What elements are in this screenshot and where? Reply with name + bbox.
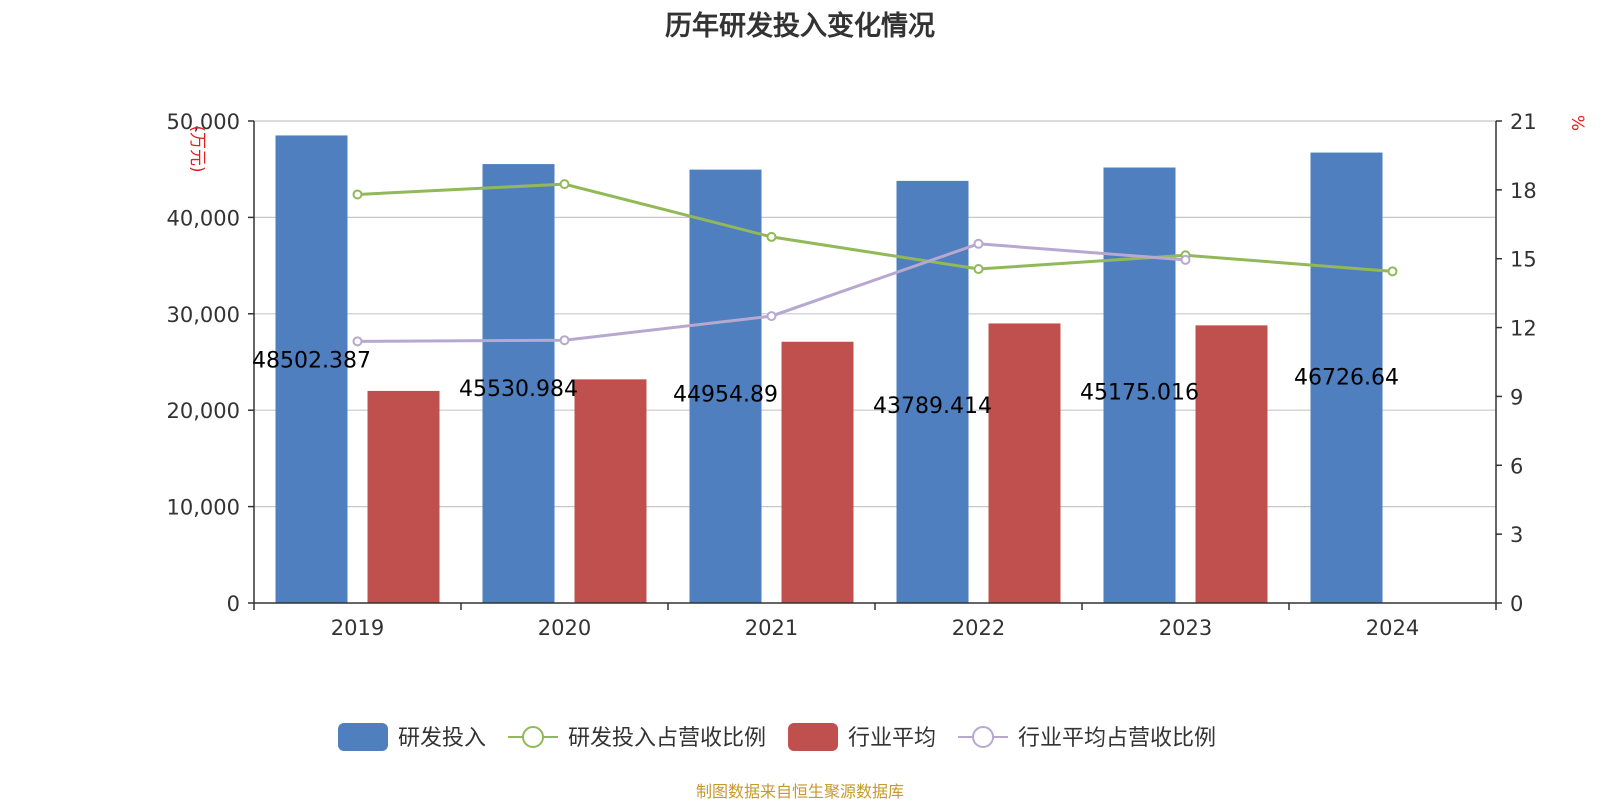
legend-bar-swatch [788, 723, 839, 751]
left-tick-label: 30,000 [167, 303, 240, 327]
series-point [559, 335, 570, 346]
series-point [973, 264, 984, 275]
bar-value-label: 45530.984 [459, 377, 578, 402]
right-axis-unit: % [1567, 115, 1587, 131]
series-point [766, 231, 777, 242]
bar-value-label: 43789.414 [873, 394, 992, 419]
bar [367, 390, 440, 603]
series-line [357, 242, 1186, 343]
series-point [766, 311, 777, 322]
series-point [1180, 254, 1191, 265]
legend-label: 行业平均占营收比例 [1018, 726, 1216, 751]
right-tick-label: 0 [1510, 592, 1523, 616]
bar [781, 341, 854, 603]
x-tick-label: 2024 [1366, 616, 1419, 640]
legend-label: 研发投入占营收比例 [568, 726, 766, 751]
left-tick-label: 20,000 [167, 399, 240, 423]
series-line [357, 182, 1393, 273]
lines [352, 179, 1398, 347]
data-labels: 48502.387 45530.984 44954.89 43789.414 45175… [252, 348, 1399, 418]
right-tick-label: 15 [1510, 248, 1537, 272]
axes: 0 10,000 20,000 30,000 40,000 50,000 0 3 6 9 12 15 1… [167, 110, 1587, 640]
left-axis-unit: (万元) [187, 125, 207, 172]
bar [689, 169, 762, 603]
bar [1310, 152, 1383, 604]
bar-value-label: 44954.89 [673, 383, 778, 408]
x-tick-label: 2023 [1159, 616, 1212, 640]
legend-bar-swatch [338, 723, 388, 751]
series-point [973, 238, 984, 249]
x-tick-label: 2022 [952, 616, 1005, 640]
bars [275, 135, 1383, 604]
x-tick-label: 2020 [538, 616, 591, 640]
bar [896, 180, 969, 603]
right-tick-label: 3 [1510, 523, 1523, 547]
legend-marker [522, 726, 545, 748]
bar [574, 379, 647, 603]
source-note: 制图数据来自恒生聚源数据库 [695, 782, 904, 801]
bar [988, 323, 1061, 603]
legend-label: 研发投入 [398, 726, 486, 751]
series-point [352, 336, 363, 347]
left-tick-label: 50,000 [167, 110, 240, 134]
x-tick-label: 2019 [331, 616, 384, 640]
bar [1103, 167, 1176, 603]
bar [1195, 325, 1268, 603]
right-tick-label: 21 [1510, 110, 1537, 134]
series-point [559, 179, 570, 190]
legend-marker [972, 726, 995, 748]
left-tick-label: 10,000 [167, 496, 240, 520]
series-point [1387, 266, 1398, 277]
bar [482, 164, 555, 604]
left-tick-label: 0 [227, 592, 240, 616]
right-tick-label: 12 [1510, 317, 1537, 341]
bar-value-label: 46726.64 [1294, 366, 1399, 391]
right-tick-label: 9 [1510, 385, 1523, 409]
chart-title: 历年研发投入变化情况 [665, 11, 935, 42]
right-tick-label: 6 [1510, 454, 1523, 478]
bar-value-label: 48502.387 [252, 348, 371, 373]
legend-label: 行业平均 [848, 726, 936, 751]
x-tick-label: 2021 [745, 616, 798, 640]
left-tick-label: 40,000 [167, 206, 240, 230]
legend: 研发投入 研发投入占营收比例 行业平均 行业平均占营收比例 [338, 723, 1216, 751]
right-tick-label: 18 [1510, 179, 1537, 203]
bar-value-label: 45175.016 [1080, 381, 1199, 406]
bar [275, 135, 348, 603]
grid-lines [254, 120, 1496, 508]
series-point [352, 189, 363, 200]
